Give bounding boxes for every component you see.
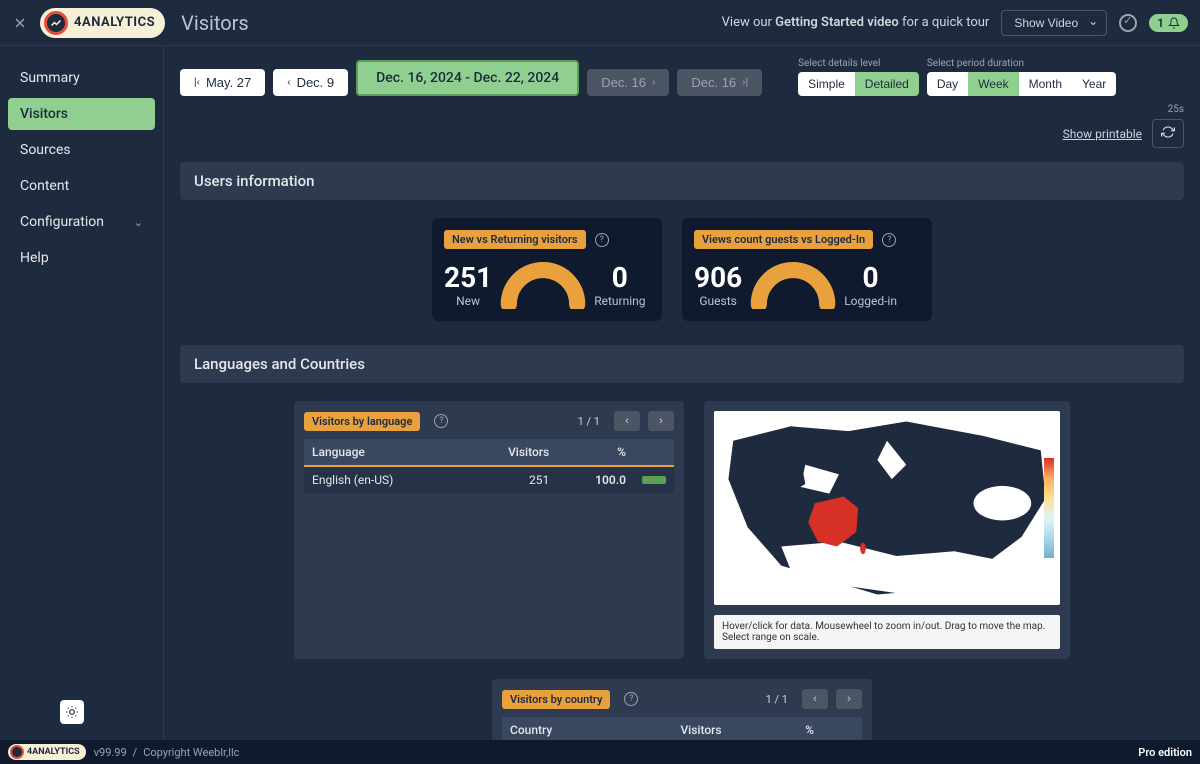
country-table: Country Visitors % France 251 100.0 <box>502 717 862 740</box>
duration-year-button[interactable]: Year <box>1072 72 1116 96</box>
logo-icon <box>10 745 24 759</box>
logo[interactable]: 4ANALYTICS <box>40 8 165 38</box>
page-prev-button[interactable]: ‹ <box>802 689 828 709</box>
sidebar: Summary Visitors Sources Content Configu… <box>0 46 164 740</box>
col-percent[interactable]: % <box>730 717 822 740</box>
help-icon[interactable]: ? <box>434 414 448 428</box>
footer: 4ANALYTICS v99.99 / Copyright Weeblr,llc… <box>0 740 1200 764</box>
logo-icon <box>44 11 68 35</box>
map-svg <box>714 411 1060 605</box>
stat-guests-label: Guests <box>694 294 742 308</box>
details-simple-button[interactable]: Simple <box>798 72 855 96</box>
map-color-scale[interactable] <box>1044 458 1054 558</box>
theme-toggle-button[interactable] <box>60 700 84 724</box>
language-table: Language Visitors % English (en-US) 251 … <box>304 439 674 493</box>
col-visitors[interactable]: Visitors <box>464 439 558 466</box>
section-lang-countries: Languages and Countries <box>180 345 1184 383</box>
close-icon[interactable] <box>12 15 28 31</box>
table-row[interactable]: English (en-US) 251 100.0 <box>304 466 674 493</box>
sidebar-item-content[interactable]: Content <box>8 170 155 202</box>
footer-logo[interactable]: 4ANALYTICS <box>8 744 86 760</box>
notification-badge[interactable]: 1 <box>1149 14 1188 32</box>
card-guests-logged: Views count guests vs Logged-In ? 906 Gu… <box>682 218 932 321</box>
page-indicator: 1 / 1 <box>578 415 600 428</box>
card-badge: Visitors by language <box>304 412 420 431</box>
date-next-far-button[interactable]: Dec. 16›| <box>677 69 762 96</box>
help-icon[interactable]: ? <box>624 692 638 706</box>
details-detailed-button[interactable]: Detailed <box>855 72 919 96</box>
map-card: Hover/click for data. Mousewheel to zoom… <box>704 401 1070 659</box>
footer-copyright: Copyright Weeblr,llc <box>143 746 239 759</box>
stat-new-label: New <box>444 294 492 308</box>
sidebar-item-visitors[interactable]: Visitors <box>8 98 155 130</box>
sun-icon <box>65 705 79 719</box>
sidebar-item-sources[interactable]: Sources <box>8 134 155 166</box>
stat-guests-value: 906 <box>694 261 742 294</box>
card-badge: Views count guests vs Logged-In <box>694 230 873 249</box>
help-icon[interactable]: ? <box>595 233 609 247</box>
section-users-info: Users information <box>180 162 1184 200</box>
language-table-card: Visitors by language ? 1 / 1 ‹ › Languag… <box>294 401 684 659</box>
help-icon[interactable]: ? <box>882 233 896 247</box>
check-icon[interactable] <box>1119 14 1137 32</box>
card-badge: Visitors by country <box>502 690 610 709</box>
stat-loggedin-label: Logged-in <box>844 294 897 308</box>
date-prev-far-button[interactable]: |‹May. 27 <box>180 69 265 96</box>
page-indicator: 1 / 1 <box>766 693 788 706</box>
duration-day-button[interactable]: Day <box>927 72 968 96</box>
card-badge: New vs Returning visitors <box>444 230 586 249</box>
duration-label: Select period duration <box>927 58 1116 69</box>
date-range-active[interactable]: Dec. 16, 2024 - Dec. 22, 2024 <box>356 60 579 96</box>
page-prev-button[interactable]: ‹ <box>614 411 640 431</box>
footer-version: v99.99 <box>94 746 127 759</box>
topbar: 4ANALYTICS Visitors View our Getting Sta… <box>0 0 1200 46</box>
chevron-down-icon: ⌄ <box>134 216 143 229</box>
sidebar-item-help[interactable]: Help <box>8 242 155 274</box>
page-title: Visitors <box>181 11 249 35</box>
tour-text: View our Getting Started video for a qui… <box>722 15 990 30</box>
refresh-icon <box>1161 125 1175 139</box>
gauge-icon <box>748 259 838 309</box>
stat-returning-label: Returning <box>594 294 645 308</box>
refresh-countdown: 25s <box>1168 104 1184 115</box>
sidebar-item-configuration[interactable]: Configuration⌄ <box>8 206 155 238</box>
sidebar-item-summary[interactable]: Summary <box>8 62 155 94</box>
page-next-button[interactable]: › <box>836 689 862 709</box>
col-visitors[interactable]: Visitors <box>617 717 730 740</box>
duration-month-button[interactable]: Month <box>1019 72 1072 96</box>
map-hint: Hover/click for data. Mousewheel to zoom… <box>714 615 1060 649</box>
duration-week-button[interactable]: Week <box>968 72 1018 96</box>
show-printable-link[interactable]: Show printable <box>1063 127 1142 141</box>
col-language[interactable]: Language <box>304 439 464 466</box>
footer-edition: Pro edition <box>1138 746 1192 759</box>
map[interactable] <box>714 411 1060 605</box>
date-toolbar: |‹May. 27 ‹Dec. 9 Dec. 16, 2024 - Dec. 2… <box>180 58 1184 148</box>
card-new-returning: New vs Returning visitors ? 251 New 0 Re… <box>432 218 662 321</box>
logo-text: 4ANALYTICS <box>74 15 155 30</box>
details-level-group: Simple Detailed <box>798 72 919 96</box>
duration-group: Day Week Month Year <box>927 72 1116 96</box>
details-label: Select details level <box>798 58 919 69</box>
date-next-button[interactable]: Dec. 16› <box>587 69 669 96</box>
gauge-icon <box>498 259 588 309</box>
bell-icon <box>1168 17 1180 29</box>
country-table-card: Visitors by country ? 1 / 1 ‹ › Country … <box>492 679 872 740</box>
show-video-button[interactable]: Show Video <box>1001 10 1107 36</box>
col-country[interactable]: Country <box>502 717 617 740</box>
main-content: |‹May. 27 ‹Dec. 9 Dec. 16, 2024 - Dec. 2… <box>164 46 1200 740</box>
date-prev-button[interactable]: ‹Dec. 9 <box>273 69 348 96</box>
stat-returning-value: 0 <box>594 261 645 294</box>
refresh-button[interactable] <box>1152 119 1184 148</box>
col-percent[interactable]: % <box>557 439 634 466</box>
stat-loggedin-value: 0 <box>844 261 897 294</box>
notification-count: 1 <box>1157 16 1164 30</box>
page-next-button[interactable]: › <box>648 411 674 431</box>
stat-new-value: 251 <box>444 261 492 294</box>
